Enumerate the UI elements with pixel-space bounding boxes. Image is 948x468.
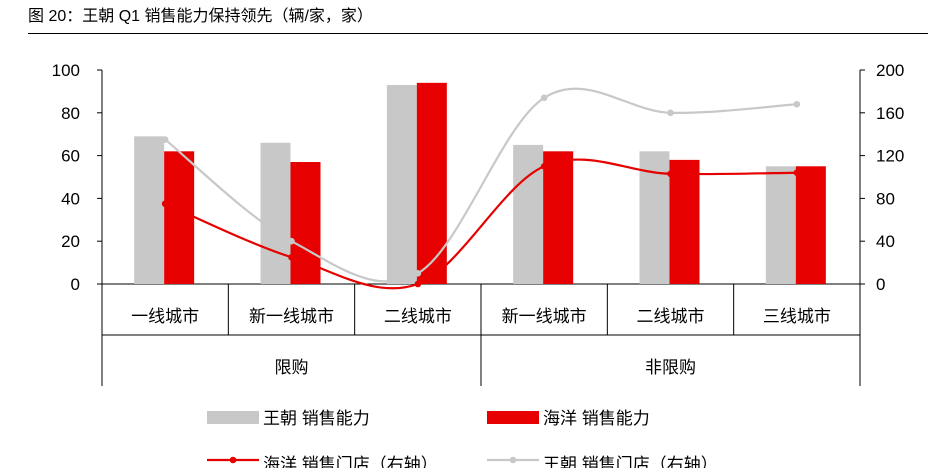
point-wangchao-stores	[161, 136, 169, 143]
bar-haiyang	[164, 151, 195, 284]
category-label: 一线城市	[131, 307, 199, 326]
chart-ticks: 100 200 80 160 60 120 40 80 20 40 0 0	[52, 61, 905, 294]
bar-haiyang	[795, 166, 826, 284]
legend-marker-haiyang-stores	[229, 456, 237, 464]
right-tick-label: 0	[876, 275, 885, 294]
bar-haiyang	[416, 82, 447, 284]
legend-label: 王朝 销售能力	[263, 409, 370, 428]
left-tick-label: 100	[52, 61, 80, 80]
legend-swatch-haiyang-capacity	[487, 411, 539, 424]
bar-wangchao	[513, 144, 544, 284]
legend-marker-wangchao-stores	[509, 456, 517, 464]
bar-haiyang	[543, 151, 574, 284]
category-label: 新一线城市	[502, 307, 587, 326]
point-haiyang-stores	[667, 170, 674, 178]
point-haiyang-stores	[161, 200, 169, 208]
point-wangchao-stores	[667, 109, 674, 117]
right-tick-label: 160	[876, 104, 904, 123]
point-haiyang-stores	[540, 163, 548, 170]
left-tick-label: 0	[71, 275, 80, 294]
category-label: 二线城市	[637, 307, 705, 326]
chart-bars	[134, 82, 826, 284]
right-tick-label: 80	[876, 189, 895, 208]
point-wangchao-stores	[793, 100, 801, 108]
bar-wangchao	[386, 84, 417, 284]
point-haiyang-stores	[414, 280, 422, 288]
point-wangchao-stores	[540, 94, 548, 102]
legend-label: 王朝 销售门店（右轴）	[543, 455, 718, 468]
legend-label: 海洋 销售能力	[543, 409, 650, 428]
point-wangchao-stores	[288, 237, 295, 245]
bar-haiyang	[290, 162, 321, 284]
group-label: 限购	[275, 358, 309, 377]
left-tick-label: 40	[61, 189, 80, 208]
group-label: 非限购	[645, 358, 696, 377]
right-tick-label: 200	[876, 61, 904, 80]
right-tick-label: 40	[876, 232, 895, 251]
point-haiyang-stores	[288, 253, 295, 261]
figure-title: 图 20：王朝 Q1 销售能力保持领先（辆/家，家）	[28, 8, 373, 25]
title-rule	[28, 33, 928, 34]
category-label: 二线城市	[384, 307, 452, 326]
point-haiyang-stores	[793, 169, 801, 177]
chart-lines	[161, 87, 801, 290]
legend-label: 海洋 销售门店（右轴）	[263, 455, 438, 468]
left-tick-label: 60	[61, 147, 80, 166]
category-label: 新一线城市	[249, 307, 334, 326]
bar-wangchao	[134, 136, 165, 284]
bar-wangchao	[765, 166, 796, 284]
right-tick-label: 120	[876, 147, 904, 166]
line-wangchao-stores	[164, 87, 797, 283]
legend-swatch-wangchao-capacity	[207, 411, 259, 424]
bar-haiyang	[669, 159, 700, 284]
point-wangchao-stores	[414, 270, 422, 277]
line-haiyang-stores	[164, 158, 797, 290]
left-tick-label: 80	[61, 104, 80, 123]
left-tick-label: 20	[61, 232, 80, 251]
category-label: 三线城市	[763, 307, 831, 326]
chart-axes	[97, 69, 865, 386]
bar-wangchao	[260, 142, 291, 284]
